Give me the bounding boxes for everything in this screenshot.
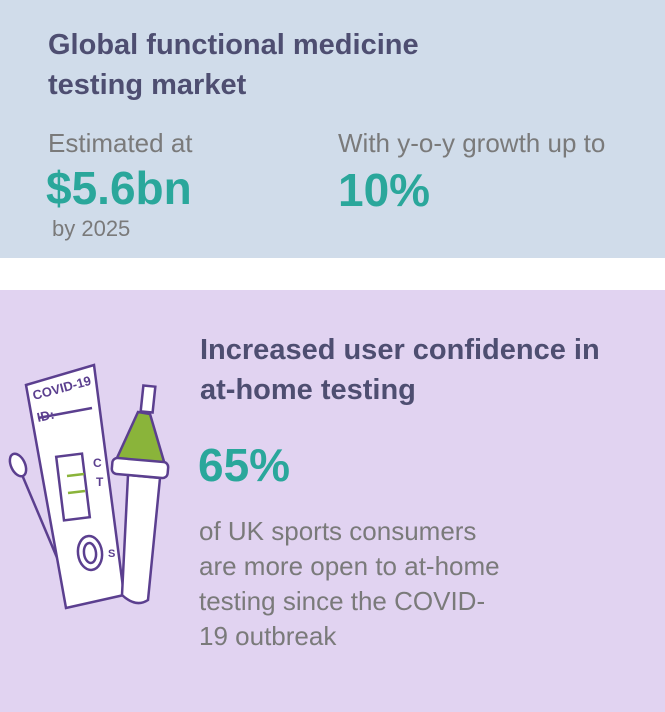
sample-mark: S bbox=[108, 548, 115, 560]
estimate-label: Estimated at bbox=[48, 128, 193, 158]
id-line bbox=[37, 406, 93, 420]
estimate-value: $5.6bn bbox=[46, 162, 192, 214]
control-line bbox=[66, 472, 85, 478]
estimate-year: by 2025 bbox=[52, 216, 131, 241]
market-panel: Global functional medicine testing marke… bbox=[0, 0, 665, 258]
tube-cap bbox=[114, 410, 167, 467]
tube-body bbox=[120, 473, 162, 605]
growth-label: With y-o-y growth up to bbox=[338, 128, 606, 158]
confidence-panel: COVID-19 ID: C T S Increased user confid… bbox=[0, 290, 665, 712]
result-window bbox=[54, 452, 92, 522]
confidence-title: Increased user confidence in at-home tes… bbox=[200, 334, 600, 406]
test-line bbox=[67, 489, 86, 495]
sample-well-inner bbox=[82, 541, 98, 565]
confidence-description: of UK sports consumers are more open to … bbox=[199, 516, 500, 651]
swab-tip bbox=[8, 452, 28, 478]
swab-stick bbox=[18, 469, 60, 561]
control-mark: C bbox=[93, 456, 102, 470]
sample-well bbox=[76, 534, 104, 572]
id-label: ID: bbox=[36, 407, 56, 425]
market-title: Global functional medicine testing marke… bbox=[48, 29, 419, 101]
confidence-stat: 65% bbox=[198, 439, 291, 491]
test-kit-illustration: COVID-19 ID: C T S bbox=[8, 363, 170, 610]
tube-nozzle bbox=[139, 384, 157, 414]
tube-collar bbox=[110, 456, 170, 480]
growth-value: 10% bbox=[338, 164, 431, 216]
test-mark: T bbox=[96, 475, 104, 489]
